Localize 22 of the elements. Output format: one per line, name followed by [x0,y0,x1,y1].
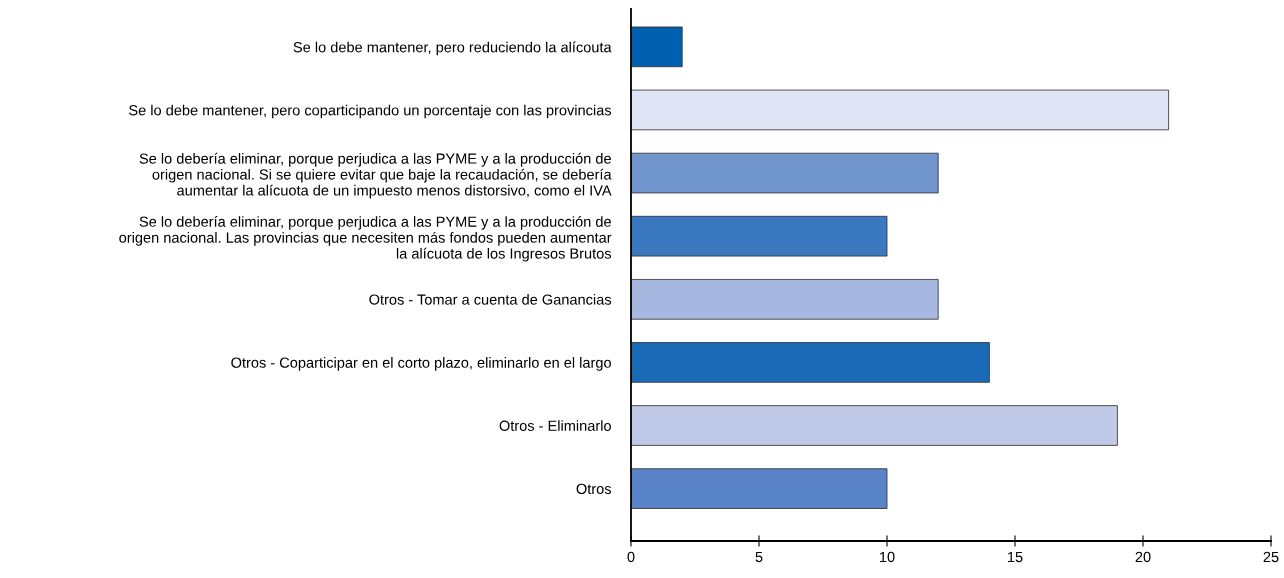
bar [631,152,939,194]
y-tick-label: Se lo debería eliminar, porque perjudica a las PYME y a la producción de origen nacional. Si se quiere evitar que baje la recaudación, se debería aumentar la alícuota de un impuesto menos distorsivo, como el IVA [139,152,612,199]
y-tick-label: Se lo debería eliminar, porque perjudica a las PYME y a la producción de origen nacional. Las provincias que necesiten más fondos pueden aumentar la alícuota de los Ingresos Brutos [119,215,612,262]
bar [631,468,888,509]
bar [631,26,683,68]
y-tick-label: Otros [576,483,612,495]
y-tick-label: Se lo debe mantener, pero coparticipando un porcentaje con las provincias [129,104,612,119]
bar [631,215,888,257]
y-tick-label: Otros - Tomar a cuenta de Ganancias [369,294,612,305]
x-tick-label: 10 [880,551,895,563]
bar [631,279,939,320]
x-tick-label: 15 [1008,551,1023,563]
bar [631,405,1118,446]
x-tick-label: 25 [1263,551,1279,563]
bar [631,89,1170,131]
x-tick-label: 20 [1135,551,1151,563]
y-tick-label: Se lo debe mantener, pero reduciendo la alícouta [293,41,612,56]
x-tick-label: 0 [627,551,635,563]
x-tick-label: 5 [755,551,763,563]
y-tick-label: Otros - Eliminarlo [499,420,611,431]
y-tick-label: Otros - Coparticipar en el corto plazo, eliminarlo en el largo [231,357,611,371]
bar [631,342,990,383]
